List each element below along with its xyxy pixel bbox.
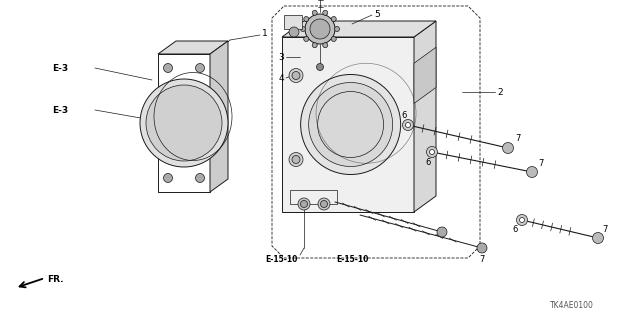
Polygon shape [414,21,436,212]
Circle shape [527,166,538,178]
Circle shape [437,227,447,237]
Text: FR.: FR. [47,276,63,284]
Circle shape [292,71,300,79]
Circle shape [301,75,401,174]
Text: TK4AE0100: TK4AE0100 [550,301,594,310]
Polygon shape [282,37,414,212]
Circle shape [308,83,393,166]
Text: E-15-10: E-15-10 [266,255,298,265]
Circle shape [317,63,323,70]
Circle shape [323,43,328,48]
Circle shape [520,218,525,222]
Text: 7: 7 [515,133,520,142]
Text: 6: 6 [401,110,406,119]
Polygon shape [282,21,436,37]
Polygon shape [158,41,228,54]
Circle shape [426,147,438,157]
Circle shape [516,214,527,226]
Circle shape [289,153,303,166]
Text: 5: 5 [374,10,380,19]
Circle shape [332,17,336,21]
Circle shape [312,43,317,48]
Circle shape [289,68,303,83]
Circle shape [292,156,300,164]
Text: 6: 6 [426,157,431,166]
Circle shape [593,233,604,244]
Text: E-3: E-3 [52,63,68,73]
Circle shape [163,173,173,182]
Text: 2: 2 [497,87,502,97]
Circle shape [305,14,335,44]
Circle shape [301,27,305,31]
Text: 7: 7 [602,226,607,235]
Polygon shape [210,41,228,192]
Circle shape [332,36,336,42]
Circle shape [318,198,330,210]
Circle shape [312,10,317,15]
Text: E-15-10: E-15-10 [336,255,369,265]
Circle shape [304,17,308,21]
Text: 6: 6 [513,226,518,235]
Circle shape [289,27,299,37]
Text: 7: 7 [538,158,543,167]
Circle shape [321,201,328,207]
Polygon shape [414,47,436,103]
Circle shape [335,27,339,31]
Circle shape [406,123,410,127]
Polygon shape [158,54,210,192]
Circle shape [195,63,205,73]
Text: 4: 4 [278,74,284,83]
Circle shape [195,173,205,182]
Circle shape [477,243,487,253]
Circle shape [163,63,173,73]
Circle shape [323,10,328,15]
Text: E-3: E-3 [52,106,68,115]
Text: 3: 3 [278,52,284,61]
Circle shape [304,36,308,42]
Circle shape [403,119,413,131]
Circle shape [310,19,330,39]
Bar [284,15,302,29]
Circle shape [146,85,222,161]
Circle shape [429,149,435,155]
Text: 7: 7 [479,255,484,265]
Circle shape [502,142,513,154]
Circle shape [298,198,310,210]
Circle shape [140,79,228,167]
Circle shape [301,201,307,207]
Text: 1: 1 [262,28,268,37]
